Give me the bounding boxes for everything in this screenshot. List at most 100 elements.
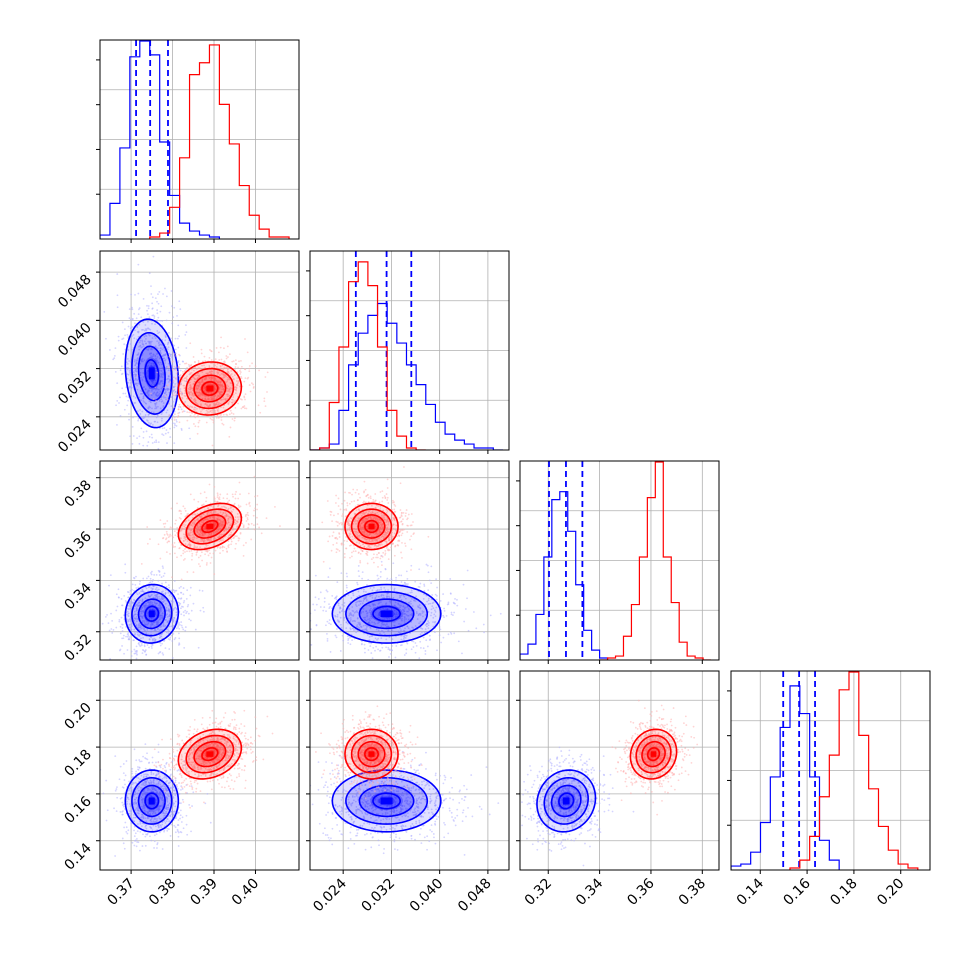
scatter-point	[403, 616, 406, 619]
scatter-point	[180, 597, 183, 600]
scatter-point	[419, 582, 422, 585]
scatter-point	[214, 411, 217, 414]
scatter-point	[161, 376, 164, 379]
scatter-point	[126, 367, 128, 369]
scatter-point	[454, 602, 456, 605]
scatter-point	[151, 307, 154, 310]
scatter-point	[130, 655, 133, 657]
scatter-point	[150, 362, 153, 365]
scatter-point	[119, 396, 121, 399]
scatter-point	[209, 383, 211, 386]
scatter-point	[147, 611, 150, 614]
scatter-point	[370, 652, 373, 654]
scatter-point	[194, 399, 197, 402]
scatter-point	[466, 569, 469, 572]
scatter-point	[227, 390, 230, 393]
scatter-point	[161, 386, 164, 389]
scatter-point	[254, 495, 256, 498]
scatter-point	[227, 367, 229, 370]
scatter-point	[223, 366, 226, 369]
scatter-point	[174, 461, 176, 463]
scatter-point	[171, 368, 174, 371]
scatter-point	[173, 388, 176, 391]
scatter-point	[135, 575, 137, 578]
scatter-point	[363, 647, 366, 650]
scatter-point	[148, 316, 151, 319]
scatter-point	[184, 392, 186, 395]
scatter-point	[343, 552, 346, 555]
panel-p3-p1: 0.320.340.360.38	[61, 460, 300, 665]
scatter-point	[215, 416, 218, 419]
scatter-point	[336, 581, 339, 584]
scatter-point	[186, 610, 188, 613]
scatter-point	[365, 495, 368, 498]
scatter-point	[144, 334, 147, 336]
scatter-point	[185, 380, 188, 383]
scatter-point	[156, 312, 159, 315]
scatter-point	[173, 607, 175, 610]
scatter-point	[369, 609, 371, 612]
scatter-point	[194, 425, 197, 428]
scatter-point	[377, 614, 380, 617]
scatter-point	[140, 562, 143, 565]
scatter-point	[274, 505, 276, 508]
scatter-point	[219, 346, 222, 349]
scatter-point	[142, 400, 145, 402]
scatter-point	[127, 399, 130, 402]
scatter-point	[137, 631, 140, 634]
scatter-point	[137, 625, 140, 627]
scatter-point	[405, 648, 408, 651]
scatter-point	[370, 504, 373, 507]
scatter-point	[152, 355, 155, 357]
scatter-point	[169, 378, 171, 381]
scatter-point	[213, 405, 216, 408]
scatter-point	[123, 408, 126, 411]
scatter-point	[266, 391, 268, 393]
scatter-point	[343, 556, 346, 559]
scatter-point	[186, 378, 188, 381]
scatter-point	[338, 620, 341, 623]
scatter-point	[209, 403, 212, 406]
scatter-point	[165, 538, 167, 541]
scatter-point	[207, 507, 210, 509]
scatter-point	[431, 605, 434, 608]
scatter-point	[206, 562, 208, 564]
scatter-point	[216, 517, 219, 520]
scatter-point	[155, 574, 158, 576]
scatter-point	[223, 360, 226, 363]
scatter-point	[134, 401, 137, 404]
scatter-point	[168, 615, 171, 618]
scatter-point	[244, 377, 247, 380]
contour-line	[201, 519, 219, 534]
scatter-point	[416, 618, 419, 620]
scatter-point	[430, 614, 432, 617]
scatter-point	[206, 412, 209, 415]
scatter-point	[159, 319, 162, 322]
scatter-point	[219, 552, 221, 555]
scatter-point	[387, 589, 390, 592]
scatter-point	[155, 595, 158, 598]
scatter-point	[121, 604, 123, 607]
scatter-point	[195, 519, 198, 521]
scatter-point	[349, 613, 352, 616]
scatter-point	[333, 514, 335, 517]
scatter-point	[183, 614, 185, 617]
scatter-point	[176, 526, 179, 529]
scatter-point	[116, 382, 119, 385]
scatter-point	[364, 616, 367, 619]
scatter-point	[394, 601, 397, 604]
scatter-point	[365, 630, 368, 632]
scatter-point	[150, 622, 153, 625]
scatter-point	[217, 407, 220, 410]
scatter-point	[240, 407, 243, 410]
scatter-point	[132, 435, 135, 437]
scatter-point	[386, 623, 388, 626]
scatter-point	[360, 643, 363, 646]
scatter-point	[234, 493, 237, 496]
scatter-point	[223, 376, 225, 378]
scatter-point	[146, 309, 148, 312]
scatter-point	[116, 306, 119, 309]
scatter-point	[154, 337, 157, 340]
scatter-point	[178, 510, 181, 512]
scatter-point	[158, 629, 161, 631]
